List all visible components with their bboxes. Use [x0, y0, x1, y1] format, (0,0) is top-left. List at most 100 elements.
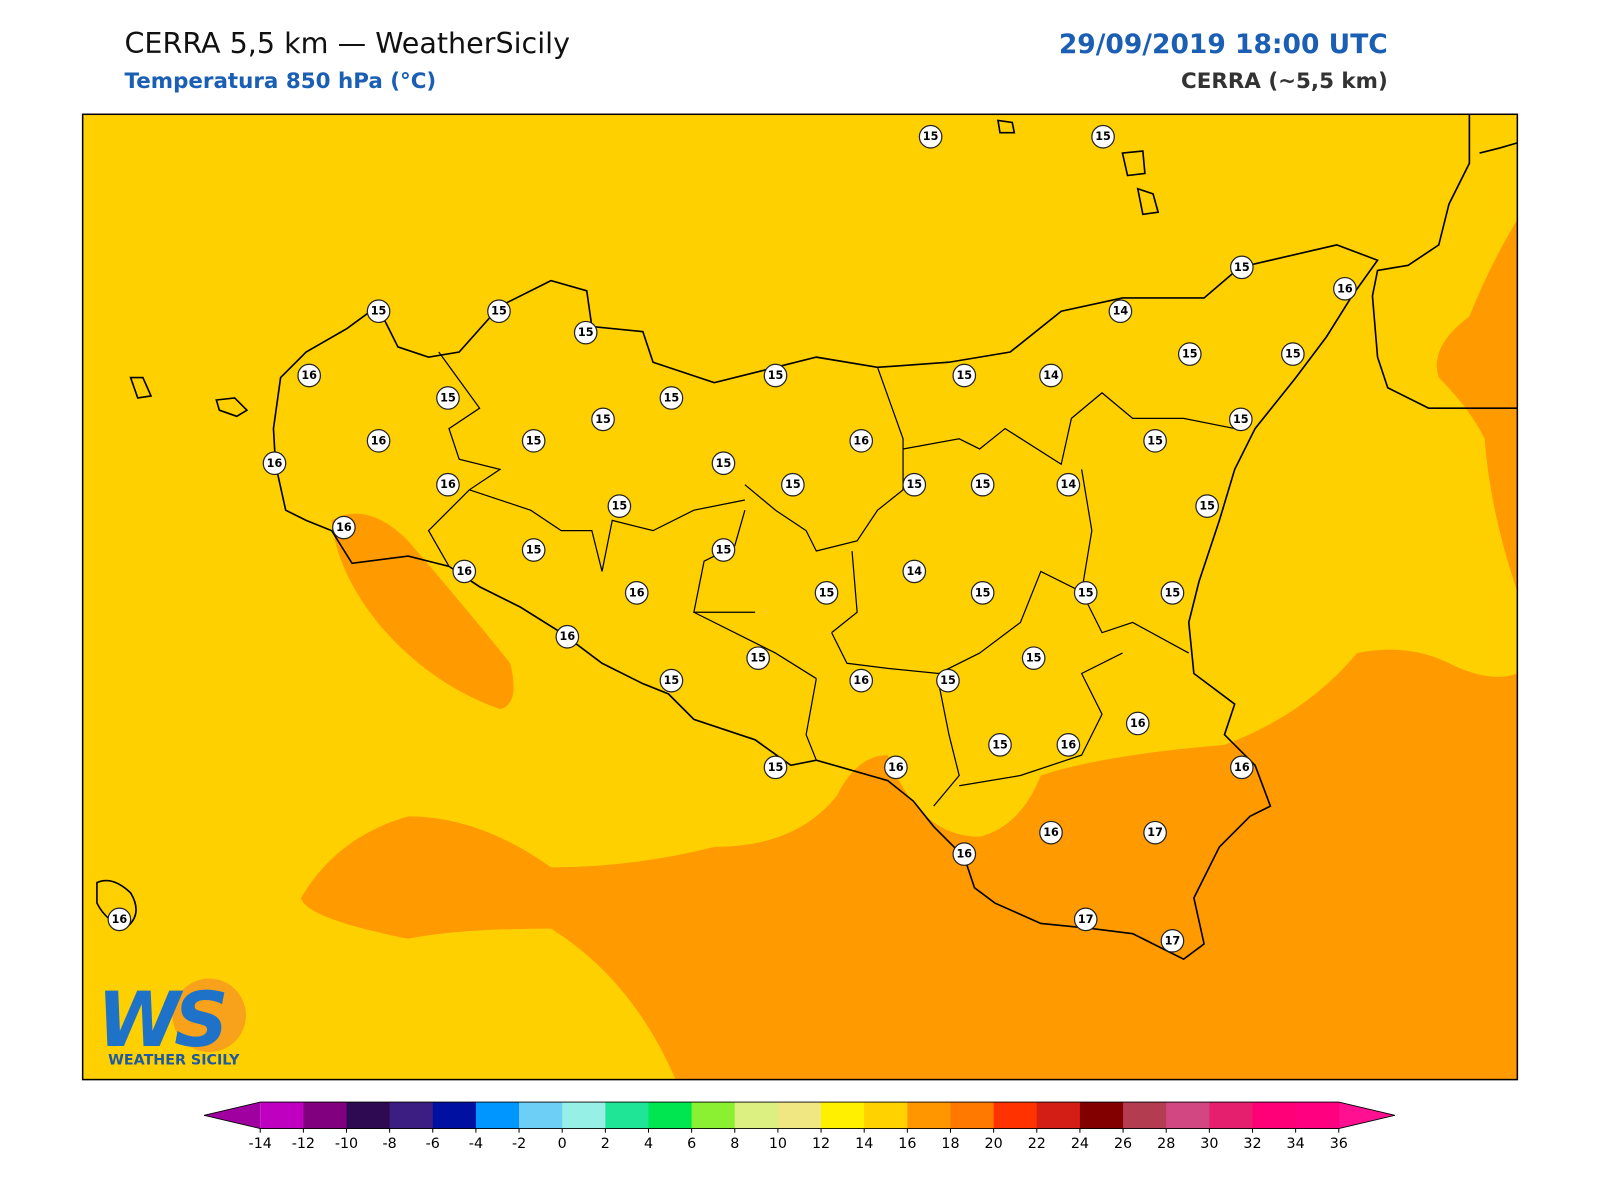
station-value: 15	[750, 652, 766, 665]
station-marker	[555, 624, 580, 649]
colorbar-extend-high	[1338, 1102, 1395, 1129]
station-value: 16	[956, 848, 972, 861]
colorbar-tick-label: 0	[558, 1136, 567, 1152]
warm-areas	[301, 219, 1518, 1080]
colorbar-swatch	[734, 1102, 779, 1129]
station-marker	[902, 472, 927, 497]
station-value: 15	[975, 586, 991, 599]
colorbar-swatch	[1209, 1102, 1254, 1129]
station-value: 16	[336, 521, 352, 534]
station-marker	[107, 907, 132, 932]
station-marker	[970, 581, 995, 605]
station-marker	[849, 668, 874, 693]
colorbar-tick-label: 30	[1200, 1136, 1218, 1152]
model-label: CERRA (~5,5 km)	[1181, 69, 1388, 94]
station-value: 16	[1043, 826, 1059, 839]
station-marker	[814, 581, 839, 605]
colorbar: -14 -12 -10 -8 -6 -4 -2 0 2 4 6 8 10 12 14 16 18 20 22 24 26…	[203, 1101, 1395, 1152]
station-value: 15	[956, 369, 972, 382]
station-marker	[746, 646, 770, 670]
station-marker	[952, 363, 977, 388]
station-labels: 15 15 15 15 15 15 16 14 16 15 15 14 15 15 15 15 15 15 16 15…	[107, 124, 1357, 953]
station-marker	[1281, 342, 1305, 366]
station-value: 15	[785, 478, 801, 491]
station-marker	[1056, 472, 1081, 497]
station-value: 15	[1182, 348, 1198, 361]
station-marker	[884, 755, 908, 780]
colorbar-swatch	[1166, 1102, 1210, 1129]
station-marker	[918, 124, 943, 149]
station-marker	[763, 755, 788, 780]
colorbar-swatch	[1123, 1102, 1167, 1129]
colorbar-tick-label: 24	[1071, 1136, 1089, 1152]
station-value: 15	[1285, 348, 1301, 361]
station-marker	[970, 472, 995, 497]
station-marker	[711, 451, 736, 476]
colorbar-swatch	[605, 1102, 649, 1129]
station-marker	[1039, 820, 1063, 845]
colorbar-swatch	[260, 1102, 304, 1129]
station-value: 15	[526, 434, 542, 447]
station-value: 16	[267, 457, 283, 470]
colorbar-tick-label: -12	[292, 1136, 315, 1152]
colorbar-swatch	[907, 1102, 951, 1129]
station-marker	[1039, 363, 1063, 388]
station-marker	[332, 515, 356, 540]
station-marker	[1160, 581, 1185, 605]
station-value: 14	[1061, 478, 1077, 491]
island	[96, 879, 137, 928]
logo: WS WEATHER SICILY	[97, 976, 246, 1068]
station-value: 15	[716, 457, 732, 470]
colorbar-swatch	[432, 1102, 477, 1129]
station-value: 14	[1043, 369, 1059, 382]
station-marker	[1125, 711, 1150, 736]
station-value: 15	[716, 544, 732, 557]
station-value: 15	[1165, 586, 1181, 599]
station-value: 15	[664, 674, 680, 687]
colorbar-swatch	[1252, 1102, 1297, 1129]
logo-sun	[172, 978, 246, 1053]
station-value: 15	[1026, 652, 1042, 665]
station-value: 15	[1147, 434, 1163, 447]
colorbar-tick-label: 10	[769, 1136, 787, 1152]
station-value: 16	[112, 913, 128, 926]
colorbar-swatch	[993, 1102, 1038, 1129]
station-marker	[487, 299, 511, 324]
island	[1121, 150, 1146, 177]
colorbar-tick-label: 22	[1028, 1136, 1046, 1152]
station-value: 17	[1147, 826, 1163, 839]
island	[129, 376, 153, 399]
colorbar-tick-label: -2	[512, 1136, 526, 1152]
station-marker	[1228, 407, 1253, 432]
station-value: 15	[526, 544, 542, 557]
station-value: 15	[992, 738, 1008, 751]
colorbar-tick-label: 12	[812, 1136, 830, 1152]
station-marker	[1195, 494, 1219, 518]
station-marker	[1333, 276, 1357, 301]
station-value: 15	[1233, 413, 1249, 426]
station-marker	[607, 494, 632, 518]
colorbar-swatch	[777, 1102, 822, 1129]
subtitle: Temperatura 850 hPa (°C)	[124, 69, 436, 94]
colorbar-swatch	[1036, 1102, 1081, 1129]
station-marker	[366, 428, 391, 453]
colorbar-swatch	[950, 1102, 995, 1129]
island	[996, 119, 1016, 134]
province-borders	[427, 351, 1235, 807]
station-value: 15	[440, 391, 456, 404]
station-value: 15	[923, 130, 939, 143]
colorbar-tick-label: 2	[601, 1136, 610, 1152]
station-value: 15	[664, 391, 680, 404]
station-marker	[436, 472, 460, 497]
station-marker	[1021, 646, 1046, 670]
station-value: 15	[906, 478, 922, 491]
station-value: 16	[1130, 717, 1146, 730]
station-marker	[1073, 907, 1098, 932]
station-value: 16	[456, 565, 472, 578]
station-marker	[573, 320, 598, 345]
colorbar-tick-label: 32	[1243, 1136, 1261, 1152]
station-value: 15	[1095, 130, 1111, 143]
colorbar-tick-label: 8	[730, 1136, 739, 1152]
station-marker	[591, 407, 615, 432]
